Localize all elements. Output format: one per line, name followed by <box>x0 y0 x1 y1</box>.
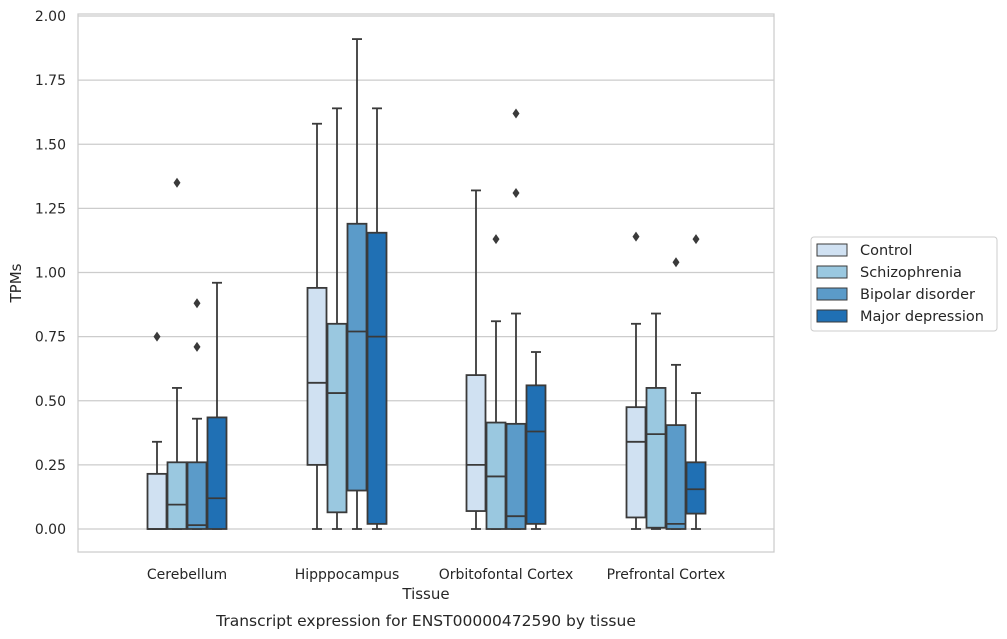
legend-label: Schizophrenia <box>860 265 962 281</box>
box <box>665 424 687 530</box>
outlier-point <box>512 187 520 198</box>
chart-caption: Transcript expression for ENST0000047259… <box>215 612 636 630</box>
outlier-point <box>173 177 181 188</box>
box-group <box>525 351 547 530</box>
box-group <box>505 108 527 530</box>
y-tick-label: 1.75 <box>35 73 66 89</box>
boxplot-marks <box>146 38 707 530</box>
outlier-point <box>492 234 500 245</box>
x-axis-title: Tissue <box>401 585 449 603</box>
x-tick-label: Orbitofontal Cortex <box>439 567 574 583</box>
y-tick-label: 2.00 <box>35 9 66 25</box>
legend-swatch <box>816 265 848 279</box>
box <box>505 422 527 530</box>
y-tick-label: 0.25 <box>35 458 66 474</box>
box <box>465 374 487 512</box>
outlier-point <box>672 257 680 268</box>
legend-frame <box>810 236 998 332</box>
box-group <box>465 189 487 530</box>
outlier-point <box>692 234 700 245</box>
box-group <box>645 312 667 530</box>
plot-frame <box>77 13 775 553</box>
outlier-point <box>512 108 520 119</box>
outlier-point <box>193 341 201 352</box>
box <box>366 231 388 525</box>
box-group <box>625 231 647 530</box>
x-tick-labels: Cerebellum Hipppocampus Orbitofontal Corte… <box>147 567 725 583</box>
y-tick-labels: 0.00 0.25 0.50 0.75 1.00 1.25 1.50 1.75 2.00 <box>35 9 66 538</box>
box <box>146 472 168 530</box>
y-tick-label: 0.50 <box>35 394 66 410</box>
box-group <box>326 107 348 530</box>
box-group <box>146 331 168 530</box>
box <box>186 461 208 530</box>
box <box>206 416 228 530</box>
x-tick-label: Cerebellum <box>147 567 227 583</box>
y-tick-label: 1.25 <box>35 201 66 217</box>
box-group <box>166 177 188 530</box>
box <box>645 387 667 529</box>
box-group <box>366 107 388 530</box>
box <box>166 461 188 530</box>
y-tick-label: 1.00 <box>35 266 66 282</box>
legend-label: Control <box>860 243 912 259</box>
outlier-point <box>193 298 201 309</box>
box <box>306 286 328 466</box>
outlier-point <box>153 331 161 342</box>
y-tick-label: 0.00 <box>35 522 66 538</box>
box <box>346 222 368 492</box>
box <box>326 322 348 514</box>
box-group <box>346 38 368 530</box>
legend-swatch <box>816 287 848 301</box>
legend-swatch <box>816 309 848 323</box>
box-group <box>306 122 328 530</box>
y-tick-label: 0.75 <box>35 330 66 346</box>
x-tick-label: Hipppocampus <box>295 567 400 583</box>
legend: Control Schizophrenia Bipolar disorder Majo… <box>810 236 998 332</box>
box-group <box>685 234 707 530</box>
x-tick-label: Prefrontal Cortex <box>607 567 726 583</box>
outlier-point <box>632 231 640 242</box>
legend-label: Major depression <box>860 309 984 325</box>
legend-swatch <box>816 243 848 257</box>
box <box>685 461 707 515</box>
y-tick-label: 1.50 <box>35 137 66 153</box>
y-axis-title: TPMs <box>7 263 25 303</box>
box <box>525 384 547 525</box>
box-group <box>186 298 208 530</box>
box-group <box>206 281 228 530</box>
box-group <box>485 234 507 530</box>
box <box>625 406 647 519</box>
legend-label: Bipolar disorder <box>860 287 975 303</box>
box-group <box>665 257 687 530</box>
